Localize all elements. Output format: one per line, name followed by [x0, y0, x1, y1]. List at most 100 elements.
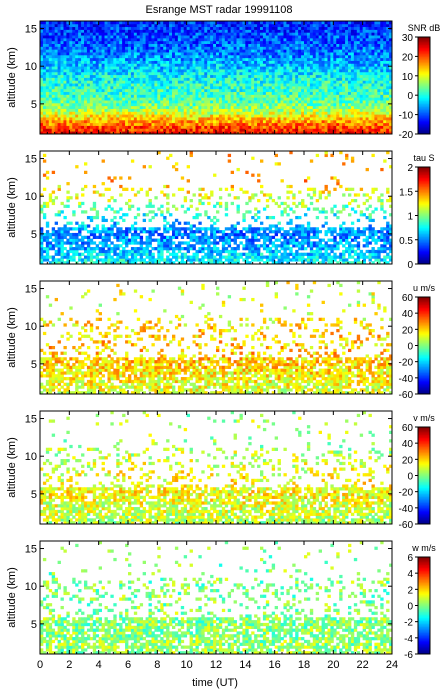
- SNR-cell: [40, 108, 44, 112]
- SNR-cell: [245, 111, 249, 115]
- SNR-cell: [374, 66, 378, 70]
- SNR-cell: [177, 43, 182, 47]
- SNR-cell: [257, 119, 261, 124]
- SNR-cell: [389, 74, 393, 78]
- SNR-cell: [292, 43, 296, 47]
- SNR-cell: [42, 77, 47, 81]
- SNR-cell: [368, 97, 372, 101]
- SNR-cell: [239, 83, 243, 87]
- SNR-cell: [89, 23, 94, 28]
- SNR-cell: [350, 52, 355, 56]
- SNR-cell: [383, 54, 387, 59]
- SNR-cell: [321, 94, 325, 98]
- SNR-cell: [133, 49, 138, 53]
- SNR-cell: [204, 80, 208, 84]
- SNR-cell: [306, 69, 311, 73]
- SNR-cell: [298, 66, 302, 70]
- SNR-cell: [133, 35, 138, 39]
- SNR-cell: [98, 74, 102, 78]
- SNR-cell: [189, 80, 193, 84]
- SNR-cell: [75, 43, 79, 47]
- SNR-cell: [130, 74, 135, 78]
- SNR-cell: [57, 108, 61, 112]
- SNR-cell: [72, 29, 76, 33]
- SNR-cell: [356, 94, 361, 98]
- SNR-cell: [339, 85, 343, 90]
- SNR-cell: [198, 29, 202, 33]
- SNR-cell: [283, 111, 287, 115]
- colorbar-swatch: [418, 112, 430, 115]
- SNR-cell: [342, 40, 346, 44]
- SNR-cell: [119, 49, 123, 53]
- SNR-cell: [251, 23, 255, 28]
- SNR-cell: [54, 46, 58, 50]
- SNR-cell: [145, 60, 149, 64]
- SNR-cell: [230, 77, 234, 81]
- SNR-cell: [51, 108, 56, 112]
- colorbar-swatch: [418, 97, 430, 100]
- SNR-cell: [336, 108, 340, 112]
- SNR-cell: [139, 108, 144, 112]
- SNR-cell: [86, 83, 91, 87]
- SNR-cell: [101, 105, 105, 109]
- SNR-cell: [54, 117, 58, 121]
- SNR-cell: [128, 91, 132, 95]
- SNR-cell: [198, 60, 202, 64]
- SNR-cell: [365, 60, 369, 64]
- SNR-cell: [92, 29, 97, 33]
- SNR-cell: [72, 91, 76, 95]
- SNR-cell: [45, 52, 50, 56]
- SNR-cell: [383, 52, 387, 56]
- SNR-cell: [63, 119, 67, 124]
- SNR-cell: [180, 74, 185, 78]
- SNR-cell: [110, 23, 114, 28]
- SNR-cell: [60, 37, 64, 42]
- SNR-cell: [101, 128, 105, 132]
- SNR-cell: [201, 77, 205, 81]
- SNR-cell: [180, 37, 185, 42]
- SNR-cell: [371, 21, 375, 25]
- SNR-cell: [283, 52, 287, 56]
- SNR-cell: [274, 35, 278, 39]
- SNR-cell: [216, 23, 220, 28]
- SNR-cell: [48, 111, 53, 115]
- SNR-cell: [136, 122, 141, 126]
- SNR-cell: [336, 49, 340, 53]
- SNR-cell: [89, 108, 94, 112]
- SNR-cell: [163, 83, 167, 87]
- SNR-cell: [377, 29, 381, 33]
- SNR-cell: [104, 21, 108, 25]
- SNR-cell: [271, 83, 276, 87]
- SNR-cell: [274, 26, 278, 30]
- SNR-cell: [339, 102, 343, 107]
- SNR-cell: [286, 100, 290, 104]
- SNR-cell: [283, 74, 287, 78]
- SNR-cell: [192, 43, 196, 47]
- SNR-cell: [268, 71, 273, 76]
- SNR-cell: [54, 26, 58, 30]
- SNR-cell: [280, 60, 284, 64]
- SNR-cell: [371, 43, 375, 47]
- SNR-cell: [374, 125, 378, 129]
- SNR-cell: [195, 52, 199, 56]
- SNR-cell: [75, 83, 79, 87]
- SNR-cell: [227, 128, 232, 132]
- SNR-cell: [257, 32, 261, 36]
- colorbar-swatch: [418, 94, 430, 97]
- SNR-cell: [359, 71, 364, 76]
- SNR-cell: [359, 60, 364, 64]
- SNR-cell: [186, 35, 190, 39]
- SNR-cell: [192, 108, 196, 112]
- SNR-cell: [69, 23, 73, 28]
- SNR-cell: [104, 60, 108, 64]
- SNR-cell: [207, 111, 211, 115]
- SNR-cell: [95, 60, 100, 64]
- SNR-cell: [183, 43, 188, 47]
- SNR-cell: [210, 52, 214, 56]
- SNR-cell: [251, 37, 255, 42]
- SNR-cell: [368, 37, 372, 42]
- SNR-cell: [371, 46, 375, 50]
- SNR-cell: [277, 57, 281, 61]
- SNR-cell: [40, 125, 44, 129]
- SNR-cell: [380, 32, 384, 36]
